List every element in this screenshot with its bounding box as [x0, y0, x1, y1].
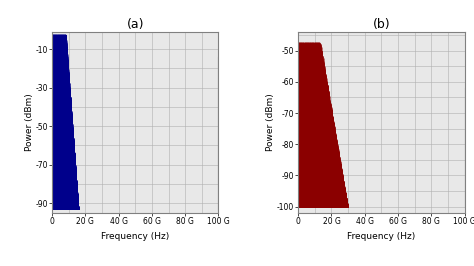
Title: (b): (b) [373, 18, 390, 31]
X-axis label: Frequency (Hz): Frequency (Hz) [101, 231, 169, 240]
Title: (a): (a) [127, 18, 144, 31]
X-axis label: Frequency (Hz): Frequency (Hz) [347, 231, 416, 240]
Y-axis label: Power (dBm): Power (dBm) [25, 93, 34, 151]
Y-axis label: Power (dBm): Power (dBm) [266, 93, 275, 151]
